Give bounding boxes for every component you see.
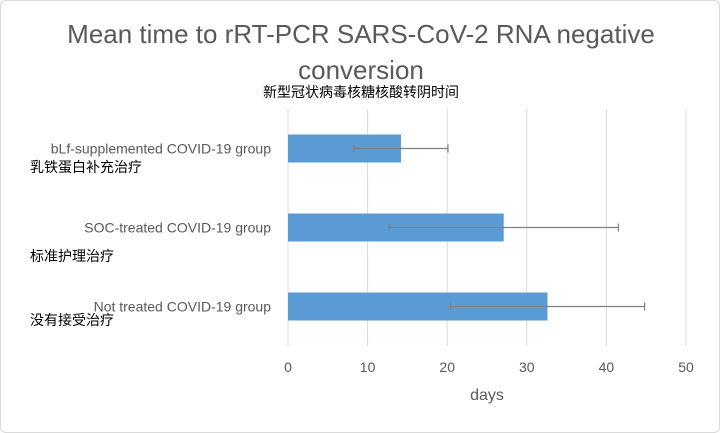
chart-title-line-1: Mean time to rRT-PCR SARS-CoV-2 RNA nega… xyxy=(67,19,655,49)
category-label-cn: 标准护理治疗 xyxy=(30,249,114,265)
x-tick-label: 50 xyxy=(678,359,694,375)
category-labels: bLf-supplemented COVID-19 group 乳铁蛋白补充治疗 S… xyxy=(30,141,271,330)
x-tick-label: 40 xyxy=(599,359,615,375)
x-tick-label: 10 xyxy=(360,359,376,375)
x-tick-label: 30 xyxy=(519,359,535,375)
chart-title-line-2: conversion xyxy=(298,55,424,85)
category-label-cn: 没有接受治疗 xyxy=(30,312,114,329)
x-axis-label: days xyxy=(470,387,504,404)
x-tick-labels: 0 10 20 30 40 50 xyxy=(284,359,694,375)
error-bars xyxy=(353,144,646,311)
category-label: SOC-treated COVID-19 group xyxy=(84,220,271,236)
category-label: Not treated COVID-19 group xyxy=(94,299,272,315)
x-tick-label: 20 xyxy=(439,359,455,375)
chart-subtitle: 新型冠状病毒核糖核酸转阴时间 xyxy=(263,85,459,101)
category-label: bLf-supplemented COVID-19 group xyxy=(51,141,271,157)
category-label-cn: 乳铁蛋白补充治疗 xyxy=(30,160,142,176)
x-tick-label: 0 xyxy=(284,359,292,375)
bars xyxy=(288,134,548,321)
